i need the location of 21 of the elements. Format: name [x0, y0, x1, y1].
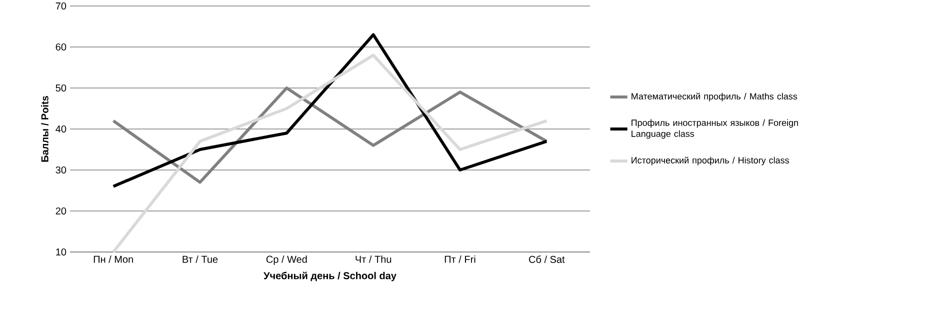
y-tick-label: 40 [56, 125, 66, 133]
x-tick-label: Чт / Thu [356, 256, 392, 263]
y-axis-title: Баллы / Poits [41, 96, 48, 162]
line-series [112, 86, 548, 184]
y-tick-label: 60 [56, 43, 66, 51]
x-tick-label: Ср / Wed [266, 256, 307, 265]
x-tick-label: Пт / Fri [444, 256, 476, 263]
y-tick-label: 30 [56, 166, 66, 174]
line-series [112, 33, 548, 188]
y-tick-label: 70 [56, 2, 66, 10]
x-axis-title: Учебный день / School day [264, 272, 396, 282]
legend-label: Математический профиль / Maths class [632, 92, 798, 102]
y-tick-label: 50 [56, 84, 66, 92]
legend-label: Профиль иностранных языков / Foreign Language class [632, 119, 798, 139]
y-tick-label: 10 [56, 248, 66, 256]
y-tick-label: 20 [56, 207, 66, 215]
x-tick-label: Пн / Mon [94, 256, 133, 263]
line-series [112, 54, 548, 254]
legend-label: Исторический профиль / History class [632, 156, 790, 166]
x-tick-label: Сб / Sat [529, 256, 565, 263]
x-tick-label: Вт / Tue [182, 256, 218, 263]
